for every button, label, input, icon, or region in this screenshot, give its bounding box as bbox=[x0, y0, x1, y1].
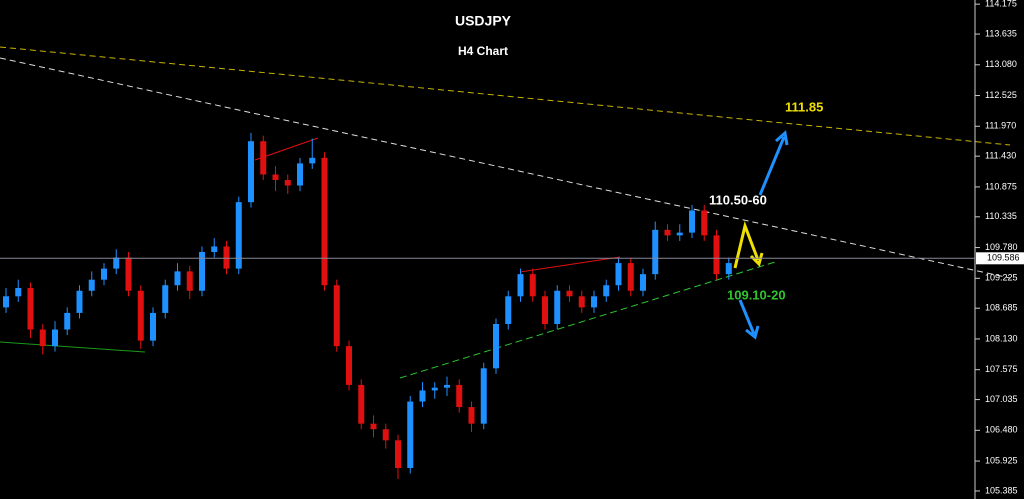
candles bbox=[3, 132, 732, 480]
candle-body bbox=[664, 229, 671, 236]
candle-body bbox=[333, 285, 340, 347]
candle-body bbox=[713, 235, 720, 275]
candle-body bbox=[529, 274, 536, 297]
candle-body bbox=[591, 296, 597, 308]
arrow bbox=[738, 299, 760, 340]
candle-body bbox=[358, 384, 365, 424]
candle-body bbox=[566, 290, 573, 297]
candle-body bbox=[223, 246, 230, 269]
candle-body bbox=[578, 296, 585, 308]
candle-body bbox=[174, 271, 181, 286]
y-tick-label: 111.970 bbox=[985, 121, 1016, 131]
y-tick-label: 108.685 bbox=[985, 303, 1018, 313]
annotation: 110.50-60 bbox=[709, 192, 767, 207]
chart-title: USDJPY bbox=[455, 13, 512, 29]
candle-body bbox=[444, 384, 450, 388]
candle-body bbox=[15, 287, 22, 297]
candle-body bbox=[27, 287, 34, 330]
candle-body bbox=[150, 312, 156, 341]
candle-body bbox=[76, 290, 83, 313]
axis: 114.175 113.635 113.080 112.525 111.970 111.4… bbox=[975, 0, 1024, 495]
candle-body bbox=[382, 429, 389, 441]
candle-body bbox=[137, 290, 144, 341]
candle-body bbox=[125, 257, 132, 291]
candle-body bbox=[370, 423, 377, 430]
candle-body bbox=[235, 202, 242, 269]
y-tick-label: 112.525 bbox=[985, 90, 1017, 100]
candle-body bbox=[64, 312, 71, 330]
candle-body bbox=[297, 163, 303, 186]
y-tick-label: 109.780 bbox=[985, 242, 1018, 252]
y-tick-label: 107.575 bbox=[985, 364, 1018, 374]
candle-body bbox=[309, 157, 316, 164]
y-tick-label: 113.635 bbox=[985, 28, 1017, 38]
y-tick-label: 114.175 bbox=[985, 0, 1017, 9]
candle-body bbox=[627, 263, 634, 291]
candle-body bbox=[101, 268, 107, 280]
candle-body bbox=[3, 296, 9, 308]
candle-body bbox=[186, 271, 193, 291]
candle-body bbox=[260, 141, 267, 175]
candle-body bbox=[493, 323, 499, 369]
price-label-box bbox=[976, 252, 1024, 265]
candle-body bbox=[554, 290, 561, 324]
annotation: 109.10-20 bbox=[727, 287, 786, 302]
candle-body bbox=[542, 296, 548, 324]
candle-body bbox=[39, 329, 46, 347]
candle-body bbox=[419, 390, 426, 402]
candle-body bbox=[395, 440, 401, 468]
candle-body bbox=[113, 257, 120, 269]
candle-body bbox=[725, 263, 732, 275]
y-tick-label: 109.225 bbox=[985, 273, 1018, 283]
candle-body bbox=[162, 285, 169, 313]
trendline bbox=[0, 46, 1011, 146]
candle-body bbox=[431, 387, 438, 391]
candle-body bbox=[88, 279, 95, 291]
candle-body bbox=[284, 179, 291, 186]
candle-body bbox=[321, 157, 328, 286]
candle-body bbox=[480, 368, 487, 424]
candle-body bbox=[615, 263, 622, 286]
candle-body bbox=[676, 232, 683, 236]
candle-body bbox=[456, 384, 463, 408]
candle-body bbox=[468, 407, 475, 424]
candle-body bbox=[248, 141, 254, 203]
candle-body bbox=[701, 210, 708, 236]
arrow bbox=[758, 130, 789, 196]
y-tick-label: 105.385 bbox=[985, 485, 1018, 495]
y-tick-label: 106.480 bbox=[985, 425, 1018, 435]
trendline bbox=[0, 341, 146, 353]
y-tick-label: 108.130 bbox=[985, 333, 1018, 343]
candle-body bbox=[199, 251, 205, 291]
y-tick-label: 113.080 bbox=[985, 59, 1017, 69]
candle-body bbox=[689, 210, 695, 233]
candle-body bbox=[346, 346, 352, 385]
chart-subtitle: H4 Chart bbox=[458, 44, 508, 58]
candle-body bbox=[603, 285, 610, 297]
y-tick-label: 105.925 bbox=[985, 455, 1018, 465]
candle-body bbox=[652, 229, 659, 275]
candle-body bbox=[517, 274, 524, 297]
candle-body bbox=[640, 274, 646, 291]
trendline bbox=[519, 256, 621, 273]
y-tick-label: 107.035 bbox=[985, 394, 1018, 404]
y-tick-label: 110.335 bbox=[985, 211, 1017, 221]
y-tick-label: 110.875 bbox=[985, 181, 1017, 191]
trendline bbox=[0, 57, 1011, 279]
candle-body bbox=[272, 174, 279, 180]
candle-body bbox=[211, 246, 218, 252]
candle-body bbox=[52, 329, 58, 347]
current-price-label: 109.586 bbox=[987, 253, 1020, 263]
y-tick-label: 111.430 bbox=[985, 151, 1016, 161]
annotation: 111.85 bbox=[785, 99, 823, 114]
candle-body bbox=[505, 296, 512, 324]
candle-body bbox=[407, 401, 414, 468]
